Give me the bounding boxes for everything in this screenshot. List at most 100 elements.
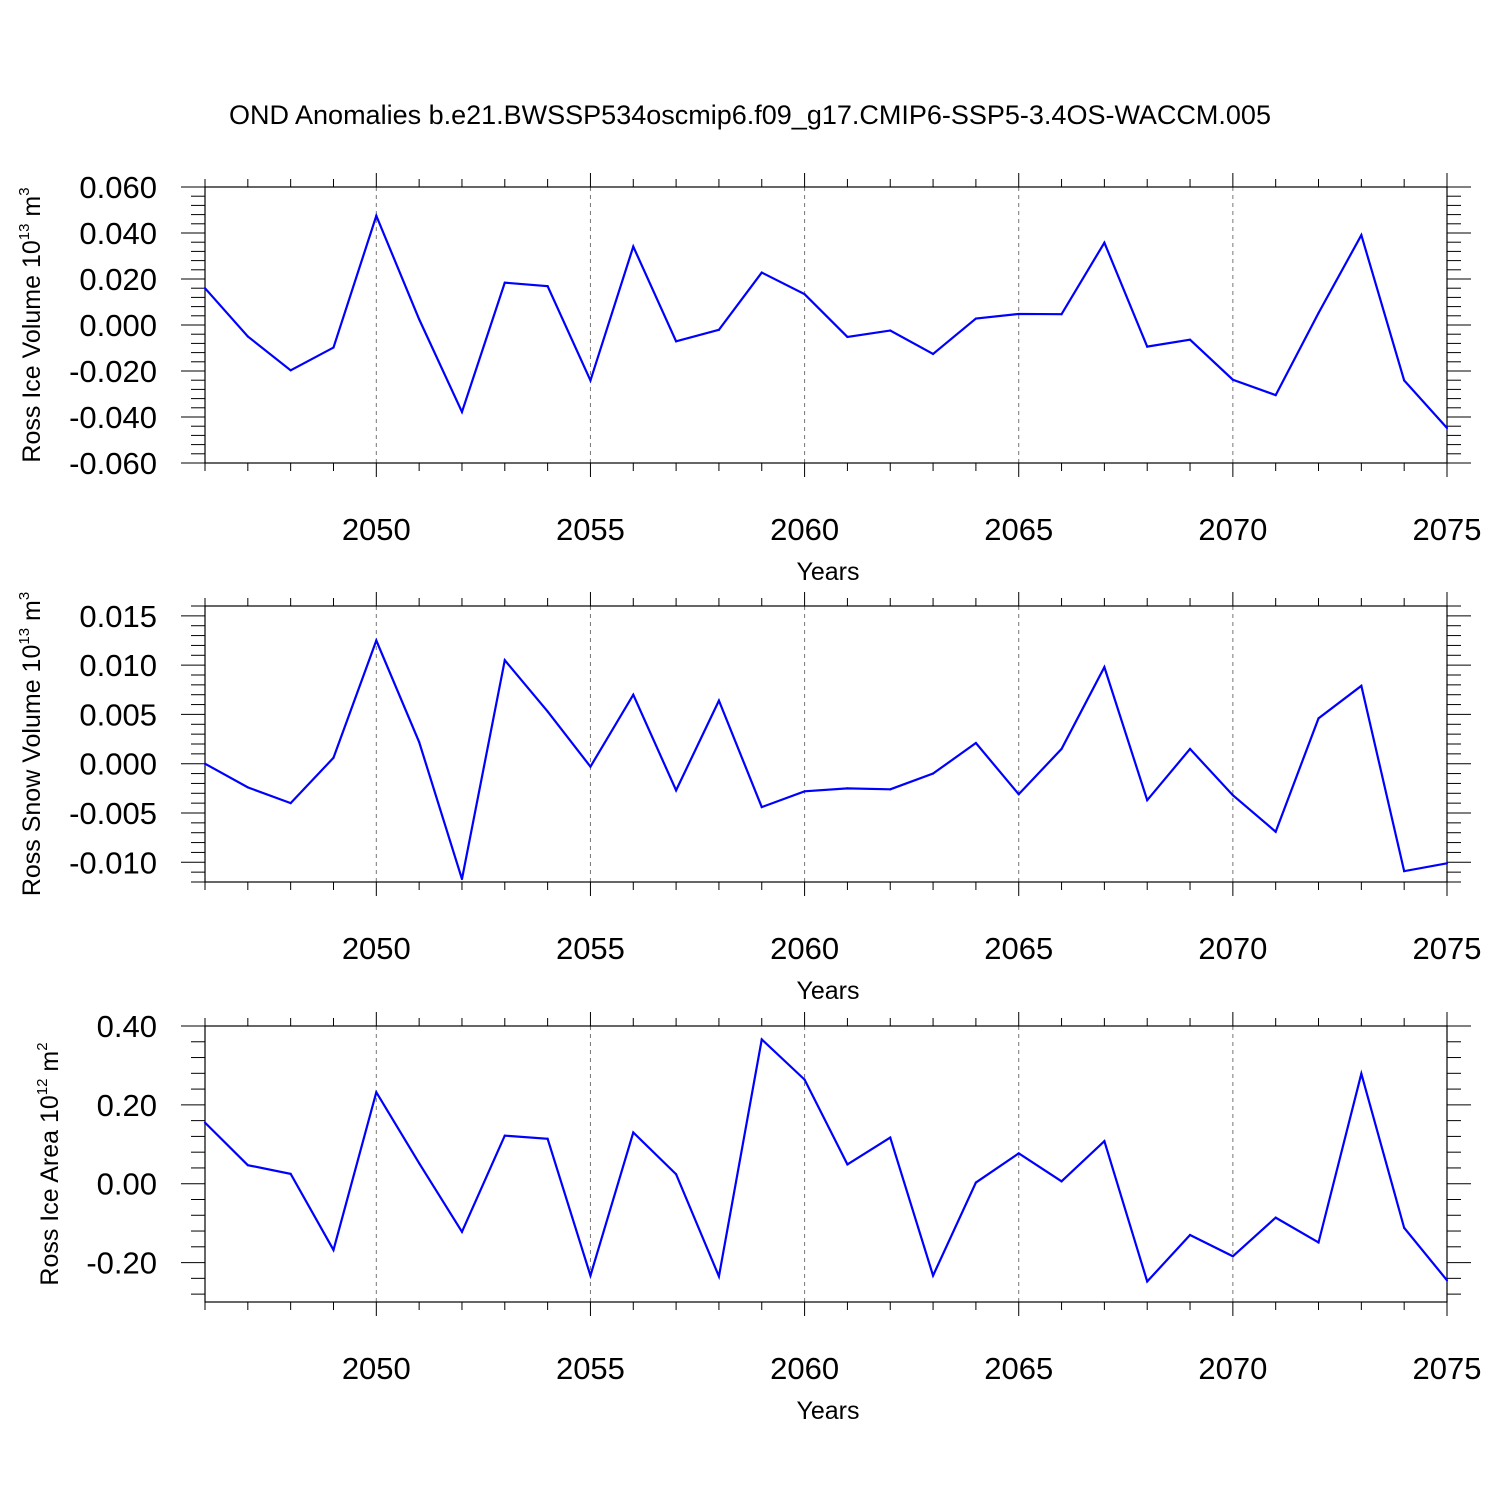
data-point [1445, 426, 1449, 430]
y-axis-label-space [25, 1072, 53, 1079]
data-point [760, 271, 763, 274]
data-point [931, 352, 935, 356]
data-point [289, 369, 292, 372]
data-point [546, 710, 549, 713]
x-tick-label: 2060 [770, 1351, 839, 1386]
chart-title: OND Anomalies b.e21.BWSSP534oscmip6.f09_… [229, 100, 1271, 130]
data-point [1274, 394, 1277, 397]
plot-frame [204, 605, 1448, 883]
data-point [546, 285, 549, 288]
data-point [1231, 794, 1234, 797]
x-tick-label: 2070 [1198, 512, 1267, 547]
data-point [632, 1131, 635, 1134]
data-point [375, 214, 378, 217]
y-axis-label-part: 10 [36, 1095, 64, 1123]
data-point [675, 340, 678, 343]
x-tick-label: 2055 [556, 512, 625, 547]
y-axis-label-space [18, 672, 46, 679]
data-point [803, 293, 806, 296]
series-line [204, 637, 1448, 880]
data-point [1017, 312, 1020, 316]
x-axis-label: Years [796, 977, 859, 1005]
x-tick-label: 2065 [984, 1351, 1053, 1386]
data-point [846, 787, 849, 790]
y-tick-label: -0.010 [69, 845, 157, 880]
y-tick-label: -0.060 [69, 446, 157, 481]
data-point [546, 1137, 549, 1140]
y-axis-label-space [7, 217, 35, 224]
y-tick-label: 0.20 [97, 1088, 157, 1123]
data-point [1317, 1241, 1320, 1244]
data-point [246, 1164, 249, 1167]
data-point [460, 410, 464, 414]
y-axis-label-superscript: 13 [16, 628, 33, 645]
data-point [1060, 747, 1063, 751]
data-point [1146, 799, 1149, 802]
y-axis-label-space [36, 1123, 64, 1130]
y-tick-label: 0.040 [79, 216, 157, 251]
x-axis-label: Years [796, 1397, 859, 1425]
data-point [1146, 1280, 1149, 1283]
data-point [1445, 862, 1449, 865]
panel-1: 2050 2055 2060 2065 2070 2075 Years 0.060 0.040 0… [7, 170, 1482, 586]
y-tick-label: -0.040 [69, 400, 157, 435]
y-axis-label: Ross Ice Area 1012 m2 [25, 1042, 64, 1285]
y-axis-label-superscript: 3 [16, 187, 33, 195]
y-axis-label-superscript: 12 [34, 1079, 51, 1096]
data-point [589, 765, 592, 768]
data-point [1060, 313, 1063, 316]
chart-panels: 2050 2055 2060 2065 2070 2075 Years 0.060 0.040 0… [7, 170, 1482, 1425]
data-point [1017, 793, 1020, 796]
data-point [931, 772, 935, 775]
data-point [846, 1163, 849, 1166]
plot-frame [204, 186, 1448, 464]
data-point [1188, 1233, 1192, 1237]
y-axis-label-part: Ross Ice Area [36, 1130, 64, 1286]
data-point [1103, 666, 1106, 669]
x-tick-label: 2065 [984, 931, 1053, 966]
data-point [289, 802, 292, 805]
data-point [1146, 345, 1149, 348]
data-point [931, 1274, 935, 1277]
x-tick-label: 2075 [1413, 512, 1482, 547]
data-point [332, 756, 335, 759]
data-point [760, 805, 763, 809]
data-point [1231, 378, 1234, 381]
data-point [503, 281, 506, 284]
data-point [246, 786, 249, 789]
y-axis-label: Ross Ice Volume 1013 m3 [7, 187, 46, 462]
data-point [332, 1248, 335, 1252]
panel-2: 2050 2055 2060 2065 2070 2075 Years 0.015 0.010 0… [16, 592, 1482, 1005]
data-point [1360, 684, 1363, 687]
y-axis-label-part: Ross Snow Volume [18, 679, 46, 896]
data-point [1360, 1072, 1363, 1075]
data-point [974, 741, 977, 745]
data-point [460, 877, 464, 881]
y-tick-label: 0.005 [79, 697, 157, 732]
x-axis-label: Years [796, 558, 859, 586]
y-tick-label: 0.015 [79, 599, 157, 634]
data-point [974, 1181, 977, 1184]
data-point [1445, 1279, 1449, 1282]
y-tick-label: 0.010 [79, 648, 157, 683]
y-axis-label-part: Ross Ice Volume [18, 275, 46, 463]
y-tick-label: 0.000 [79, 747, 157, 782]
y-tick-label: 0.020 [79, 262, 157, 297]
data-point [675, 1173, 678, 1176]
y-tick-label: -0.020 [69, 354, 157, 389]
y-axis-label-space [18, 268, 46, 275]
x-tick-label: 2070 [1198, 1351, 1267, 1386]
data-point [889, 788, 892, 791]
data-point [1188, 747, 1192, 751]
plot-frame [204, 1025, 1448, 1303]
x-tick-label: 2065 [984, 512, 1053, 547]
y-axis-label-part: 10 [18, 645, 46, 673]
data-point [1403, 1226, 1406, 1229]
x-tick-label: 2075 [1413, 931, 1482, 966]
data-point [375, 639, 378, 642]
x-tick-label: 2050 [342, 1351, 411, 1386]
data-point [846, 335, 849, 339]
data-point [418, 1162, 421, 1165]
data-point [889, 1136, 892, 1139]
